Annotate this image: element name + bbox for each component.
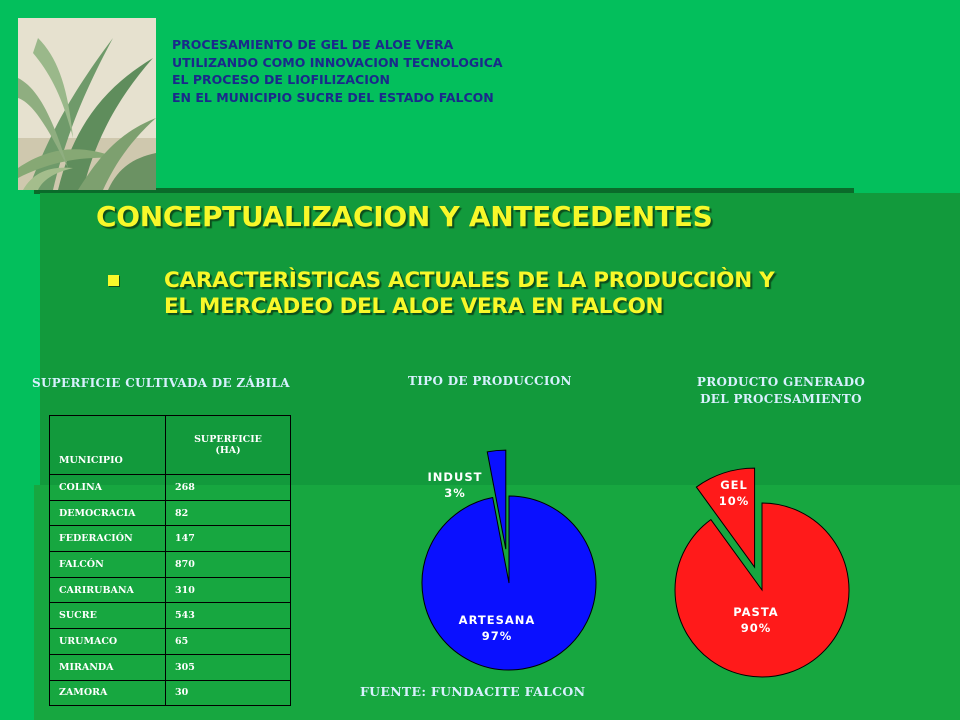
panel-shadow bbox=[34, 188, 854, 194]
pie-artesana-value-label: 97% bbox=[482, 629, 513, 643]
table-row: DEMOCRACIA 82 bbox=[49, 499, 291, 527]
table-row: FEDERACIÓN 147 bbox=[49, 525, 291, 553]
cell-superficie: 82 bbox=[165, 499, 291, 527]
pie-slice-gel bbox=[695, 467, 756, 569]
pie-artesana-label: ARTESANA bbox=[459, 613, 536, 627]
surface-table: MUNICIPIO SUPERFICIE (HA) COLINA 268 DEMOC… bbox=[49, 415, 291, 707]
pie-chart-producto: PASTA 90% GEL 10% bbox=[674, 467, 850, 678]
cell-superficie: 268 bbox=[165, 474, 291, 501]
pie-slice-indust bbox=[486, 449, 507, 550]
cell-municipio: FEDERACIÓN bbox=[49, 525, 166, 553]
header-line: EN EL MUNICIPIO SUCRE DEL ESTADO FALCON bbox=[172, 89, 494, 105]
header-line: UTILIZANDO COMO INNOVACION TECNOLOGICA bbox=[172, 54, 503, 70]
table-row: CARIRUBANA 310 bbox=[49, 576, 291, 604]
cell-superficie: 147 bbox=[165, 525, 291, 553]
table-row: MIRANDA 305 bbox=[49, 653, 291, 681]
pie-indust-label: INDUST bbox=[428, 470, 483, 484]
bullet-line: EL MERCADEO DEL ALOE VERA EN FALCON bbox=[164, 294, 664, 319]
presentation-title: PROCESAMIENTO DE GEL DE ALOE VERA UTILIZ… bbox=[172, 36, 692, 106]
table-title: SUPERFICIE CULTIVADA DE ZÁBILA bbox=[32, 376, 290, 390]
cell-municipio: COLINA bbox=[49, 474, 166, 501]
column-header-line: SUPERFICIE bbox=[194, 434, 262, 445]
cell-superficie: 543 bbox=[165, 602, 291, 630]
bullet-text: CARACTERÌSTICAS ACTUALES DE LA PRODUCCIÒ… bbox=[164, 268, 924, 320]
pie-pasta-value-label: 90% bbox=[741, 621, 772, 635]
column-header-superficie: SUPERFICIE (HA) bbox=[165, 415, 291, 475]
section-title: CONCEPTUALIZACION Y ANTECEDENTES bbox=[96, 200, 713, 233]
pie-indust-value-label: 3% bbox=[444, 486, 466, 500]
cell-superficie: 65 bbox=[165, 628, 291, 655]
cell-municipio: ZAMORA bbox=[49, 679, 166, 707]
cell-municipio: FALCÓN bbox=[49, 551, 166, 578]
pie2-title-line: PRODUCTO GENERADO bbox=[696, 375, 866, 389]
pie2-title-line: DEL PROCESAMIENTO bbox=[700, 392, 862, 406]
pie-gel-label: GEL bbox=[720, 478, 748, 492]
table-row: SUCRE 543 bbox=[49, 602, 291, 630]
square-bullet-icon bbox=[108, 275, 119, 286]
cell-superficie: 305 bbox=[165, 653, 291, 681]
header-line: EL PROCESO DE LIOFILIZACION bbox=[172, 72, 390, 87]
surface-data-table: MUNICIPIO SUPERFICIE (HA) COLINA 268 DEMOC… bbox=[49, 415, 291, 707]
cell-municipio: CARIRUBANA bbox=[49, 576, 166, 604]
cell-municipio: URUMACO bbox=[49, 628, 166, 655]
table-row: FALCÓN 870 bbox=[49, 551, 291, 578]
aloe-vera-photo bbox=[18, 18, 156, 190]
cell-municipio: DEMOCRACIA bbox=[49, 499, 166, 527]
bullet-line: CARACTERÌSTICAS ACTUALES DE LA PRODUCCIÒ… bbox=[164, 268, 775, 293]
column-header-municipio: MUNICIPIO bbox=[49, 415, 166, 475]
table-row: ZAMORA 30 bbox=[49, 679, 291, 707]
header-line: PROCESAMIENTO DE GEL DE ALOE VERA bbox=[172, 37, 454, 52]
cell-municipio: SUCRE bbox=[49, 602, 166, 630]
table-body: COLINA 268 DEMOCRACIA 82 FEDERACIÓN 147 FALCÓN… bbox=[49, 474, 291, 707]
table-row: COLINA 268 bbox=[49, 474, 291, 501]
cell-municipio: MIRANDA bbox=[49, 653, 166, 681]
pie1-title: TIPO DE PRODUCCION bbox=[408, 374, 572, 388]
table-row: URUMACO 65 bbox=[49, 628, 291, 655]
pie-gel-value-label: 10% bbox=[719, 494, 750, 508]
pie2-title: PRODUCTO GENERADO DEL PROCESAMIENTO bbox=[690, 374, 872, 408]
pie-pasta-label: PASTA bbox=[733, 605, 778, 619]
pie-slice-artesana bbox=[421, 495, 597, 671]
cell-superficie: 870 bbox=[165, 551, 291, 578]
cell-superficie: 310 bbox=[165, 576, 291, 604]
cell-superficie: 30 bbox=[165, 679, 291, 707]
source-note: FUENTE: FUNDACITE FALCON bbox=[360, 684, 586, 699]
pie-chart-tipo-produccion: ARTESANA 97% INDUST 3% bbox=[421, 449, 597, 671]
table-header-row: MUNICIPIO SUPERFICIE (HA) bbox=[49, 415, 291, 475]
column-header-line: (HA) bbox=[215, 445, 241, 456]
pie-slice-pasta bbox=[674, 502, 850, 678]
